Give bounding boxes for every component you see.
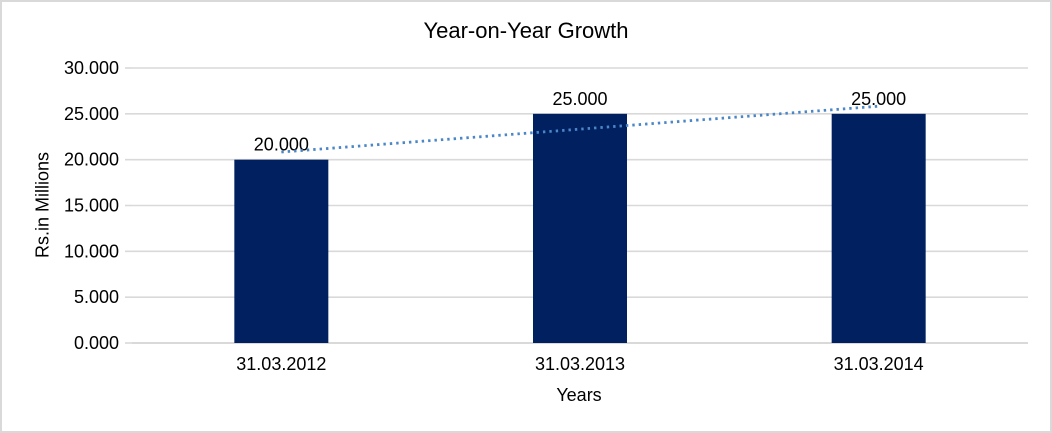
x-category-label: 31.03.2014 bbox=[834, 354, 924, 374]
chart-title: Year-on-Year Growth bbox=[423, 18, 629, 43]
bar-value-label: 25.000 bbox=[851, 89, 906, 109]
y-tick-label: 20.000 bbox=[64, 150, 119, 170]
bar bbox=[831, 113, 926, 343]
y-tick-label: 30.000 bbox=[64, 58, 119, 78]
y-tick-label: 0.000 bbox=[74, 333, 119, 353]
x-category-label: 31.03.2013 bbox=[535, 354, 625, 374]
y-tick-label: 25.000 bbox=[64, 104, 119, 124]
x-axis-title: Years bbox=[556, 385, 602, 405]
x-category-label: 31.03.2012 bbox=[236, 354, 326, 374]
bar bbox=[234, 159, 329, 343]
y-tick-label: 15.000 bbox=[64, 196, 119, 216]
y-tick-label: 5.000 bbox=[74, 287, 119, 307]
bar-value-label: 25.000 bbox=[552, 89, 607, 109]
bar bbox=[533, 113, 627, 343]
y-tick-label: 10.000 bbox=[64, 241, 119, 261]
trendline bbox=[281, 104, 879, 154]
